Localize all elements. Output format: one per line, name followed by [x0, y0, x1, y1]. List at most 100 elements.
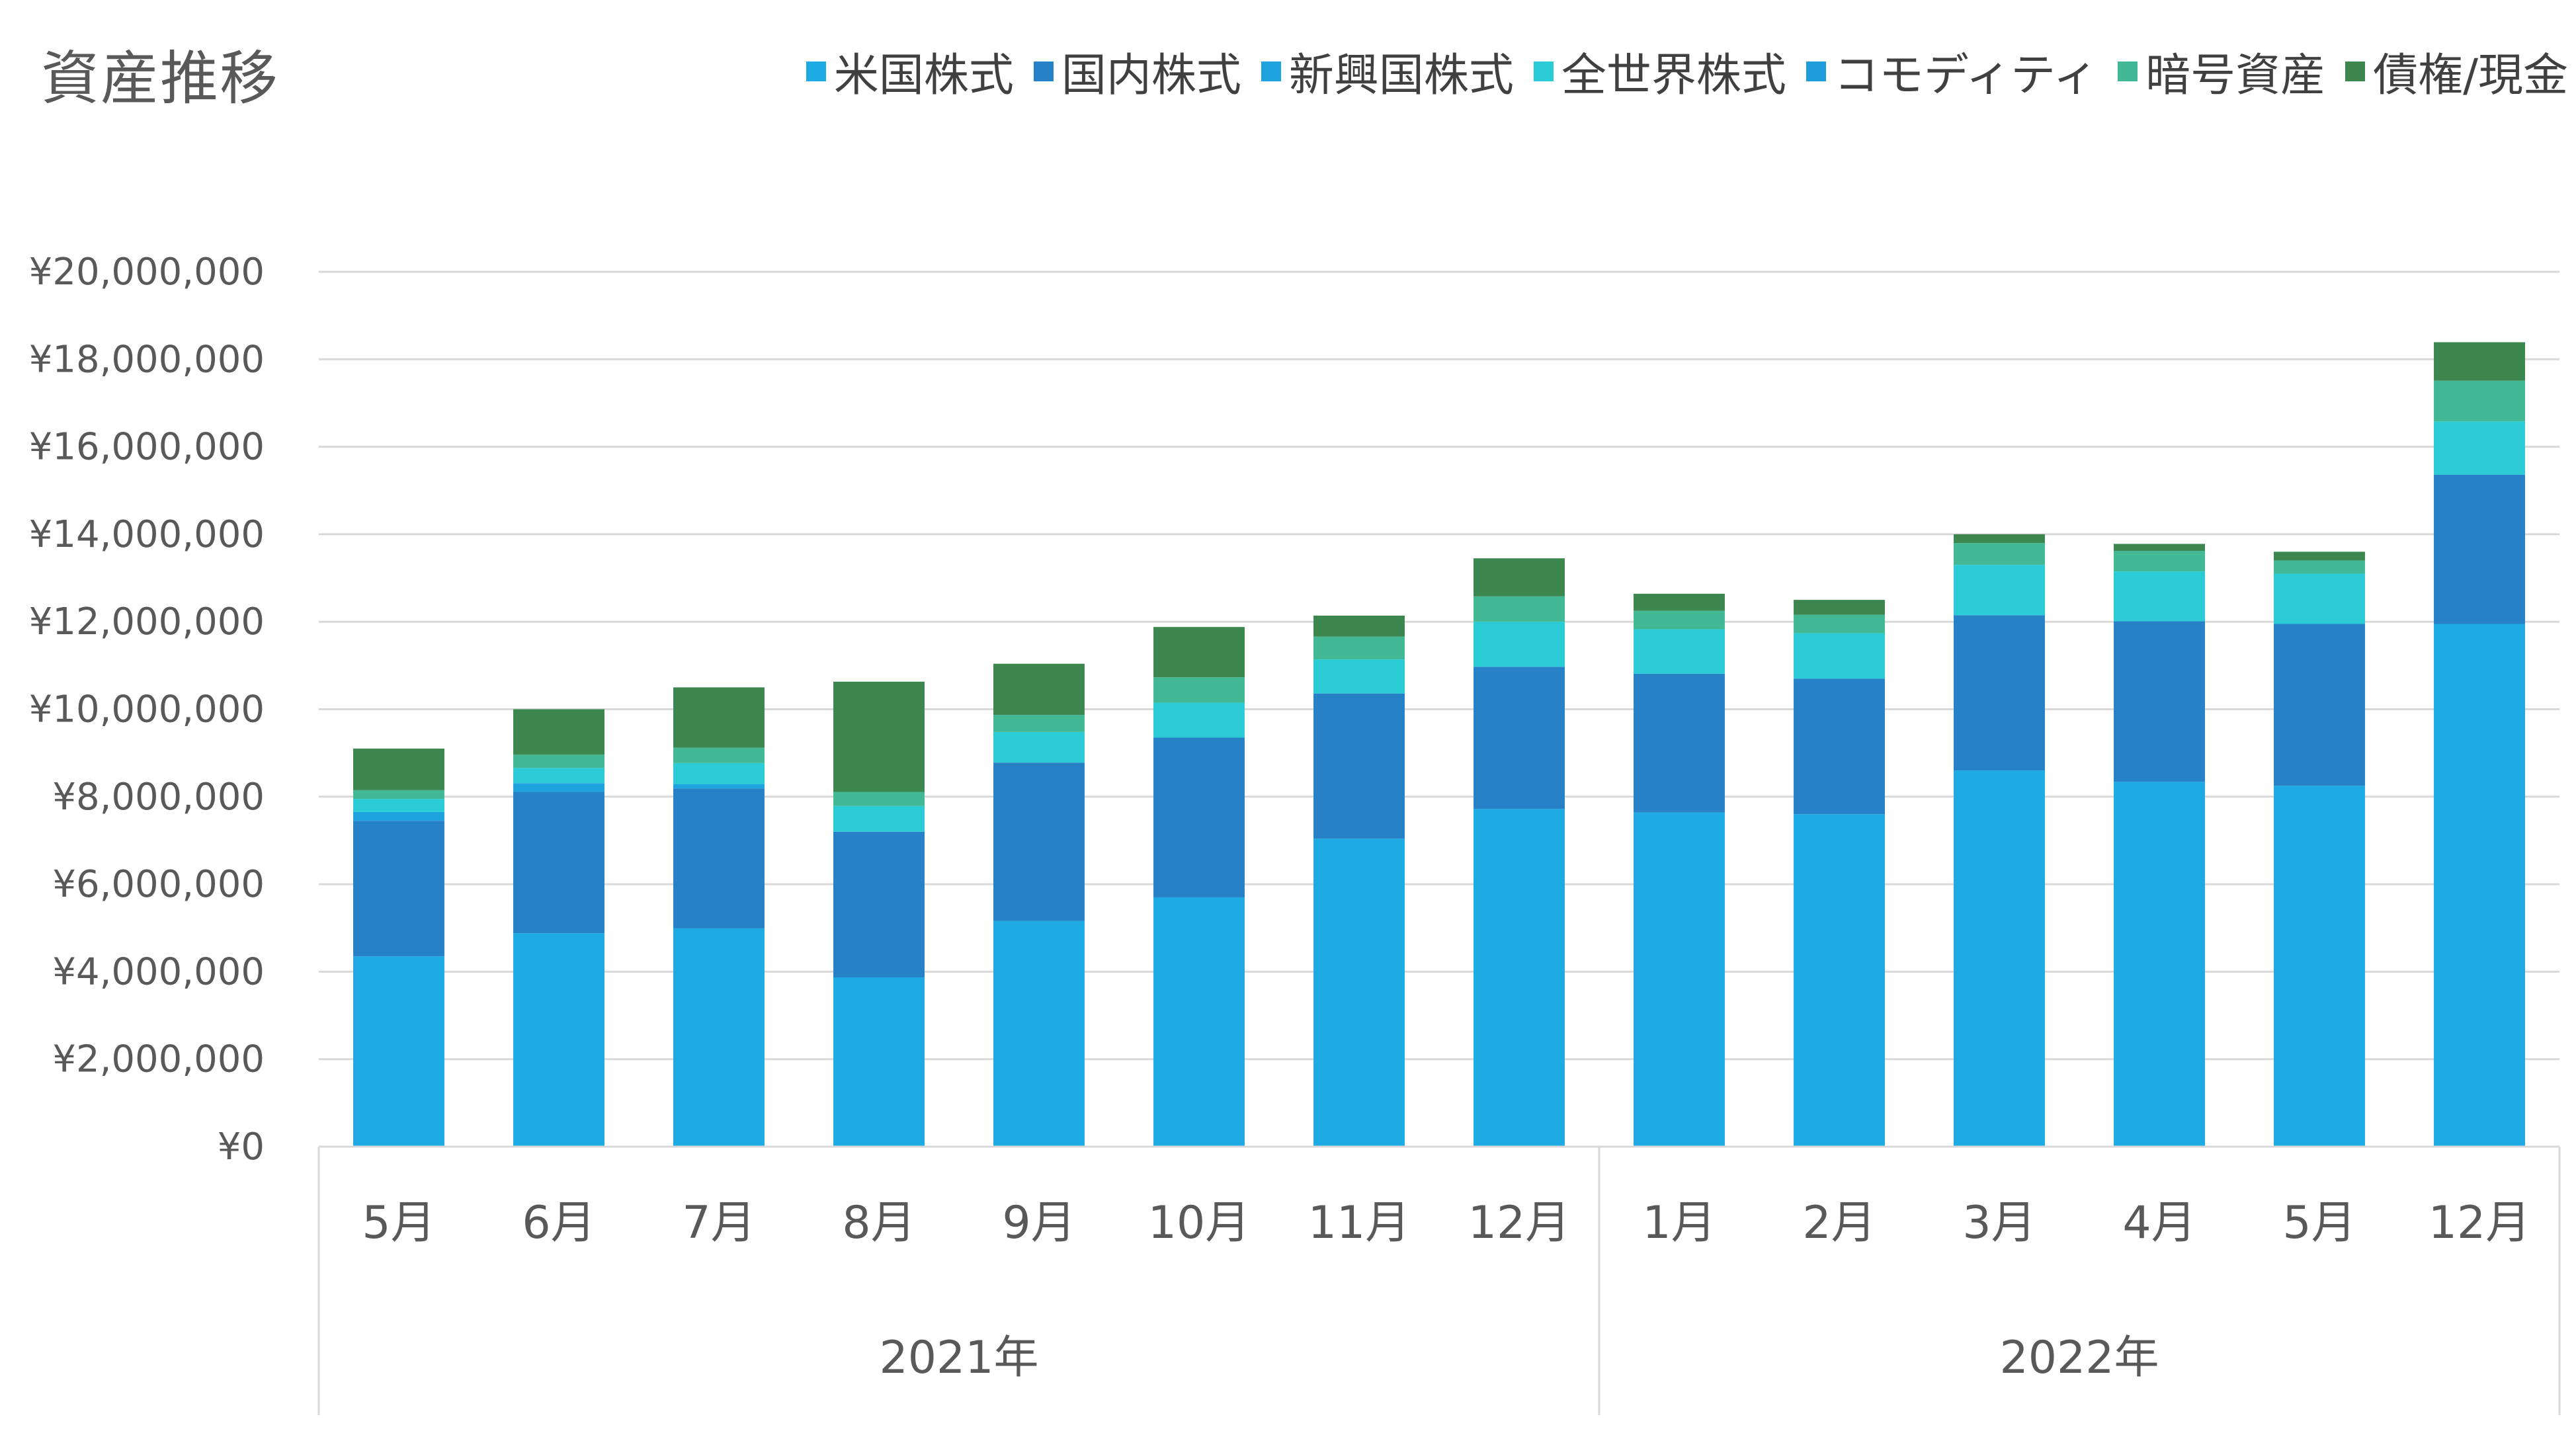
bar-segment — [1794, 633, 1885, 679]
bar-segment — [353, 749, 444, 790]
bar-segment — [833, 805, 925, 832]
bar-segment — [1954, 565, 2045, 616]
bar-segment — [2434, 380, 2525, 422]
legend-swatch — [1261, 61, 1281, 81]
bar-segment — [993, 762, 1085, 921]
bar-segment — [513, 709, 604, 755]
bar-segment — [833, 831, 925, 977]
bar-segment — [993, 715, 1085, 732]
bar-segment — [2114, 571, 2205, 622]
legend-label: 米国株式 — [833, 50, 1014, 102]
x-tick-label: 12月 — [1468, 1197, 1571, 1249]
bar-segment — [1153, 897, 1245, 1147]
bar-segment — [993, 663, 1085, 716]
x-tick-label: 11月 — [1308, 1197, 1411, 1249]
bar-segment — [1634, 629, 1725, 674]
y-tick-label: ¥2,000,000 — [52, 1038, 265, 1081]
bar-segment — [2274, 624, 2365, 786]
bar-segment — [1313, 659, 1405, 694]
x-tick-label: 3月 — [1962, 1197, 2036, 1249]
bar-segment — [1954, 770, 2045, 1147]
bar-segment — [353, 799, 444, 812]
legend-item: 国内株式 — [1033, 38, 1241, 104]
y-tick-label: ¥8,000,000 — [52, 776, 265, 819]
bar-segment — [993, 921, 1085, 1147]
bar-segment — [513, 755, 604, 768]
bar-segment — [353, 790, 444, 799]
bar-segment — [1313, 839, 1405, 1147]
legend-swatch — [1533, 61, 1554, 81]
legend-label: 国内株式 — [1061, 50, 1241, 102]
bar-segment — [1954, 543, 2045, 565]
bar-segment — [673, 747, 765, 763]
bar-segment — [2434, 624, 2525, 1147]
x-tick-label: 12月 — [2429, 1197, 2531, 1249]
x-tick-label: 7月 — [682, 1197, 755, 1249]
x-tick-label: 2月 — [1802, 1197, 1876, 1249]
legend-item: 債権/現金 — [2345, 38, 2568, 104]
bar-segment — [2434, 421, 2525, 475]
bar-segment — [1794, 678, 1885, 815]
x-tick-label: 5月 — [362, 1197, 435, 1249]
bar-segment — [1634, 610, 1725, 630]
x-tick-label: 1月 — [1642, 1197, 1716, 1249]
legend-swatch — [2118, 61, 2138, 81]
bar-segment — [2274, 560, 2365, 574]
bar-segment — [513, 768, 604, 784]
legend-label: コモディティ — [1833, 50, 2098, 102]
bar-segment — [1153, 737, 1245, 897]
bar-segment — [2114, 544, 2205, 552]
bar-segment — [993, 731, 1085, 763]
bar-segment — [2114, 551, 2205, 572]
legend-swatch — [806, 61, 826, 81]
bar-segment — [513, 792, 604, 934]
bar-segment — [1474, 622, 1565, 667]
y-tick-label: ¥4,000,000 — [52, 950, 265, 993]
bar-segment — [513, 933, 604, 1147]
legend-label: 暗号資産 — [2145, 50, 2326, 102]
legend-item: 暗号資産 — [2118, 38, 2325, 104]
bar-segment — [1474, 809, 1565, 1147]
bar-segment — [1794, 814, 1885, 1147]
bar-segment — [2434, 474, 2525, 624]
bar-segment — [1313, 693, 1405, 839]
bar-segment — [1313, 615, 1405, 637]
legend-label: 新興国株式 — [1288, 50, 1514, 102]
legend-item: コモディティ — [1806, 38, 2098, 104]
y-tick-label: ¥18,000,000 — [29, 338, 265, 381]
bar-segment — [353, 956, 444, 1147]
x-tick-label: 8月 — [842, 1197, 915, 1249]
bar-segment — [353, 811, 444, 821]
bar-segment — [833, 977, 925, 1147]
bar-segment — [1954, 534, 2045, 544]
x-tick-label: 10月 — [1148, 1197, 1251, 1249]
bar-segment — [2114, 782, 2205, 1147]
bar-segment — [2274, 552, 2365, 561]
bar-segment — [833, 681, 925, 792]
bar-segment — [2114, 621, 2205, 782]
x-tick-label: 6月 — [522, 1197, 595, 1249]
bar-segment — [1794, 600, 1885, 615]
bar-segment — [833, 792, 925, 806]
bar-segment — [673, 788, 765, 928]
legend-label: 債権/現金 — [2373, 50, 2568, 102]
legend-item: 米国株式 — [806, 38, 1014, 104]
y-tick-label: ¥10,000,000 — [29, 688, 265, 731]
legend-label: 全世界株式 — [1561, 50, 1786, 102]
bar-segment — [673, 928, 765, 1147]
bar-segment — [1153, 677, 1245, 703]
bar-segment — [1313, 636, 1405, 660]
x-tick-label: 4月 — [2122, 1197, 2196, 1249]
y-tick-label: ¥0 — [218, 1126, 265, 1168]
chart-title: 資産推移 — [41, 44, 280, 112]
y-tick-label: ¥6,000,000 — [52, 863, 265, 906]
bar-segment — [513, 783, 604, 792]
y-tick-label: ¥16,000,000 — [29, 426, 265, 469]
bar-segment — [1634, 673, 1725, 813]
y-tick-label: ¥20,000,000 — [29, 251, 265, 294]
bar-segment — [2274, 786, 2365, 1147]
bar-segment — [1634, 593, 1725, 611]
bar-segment — [1794, 614, 1885, 634]
bar-segment — [1153, 627, 1245, 678]
